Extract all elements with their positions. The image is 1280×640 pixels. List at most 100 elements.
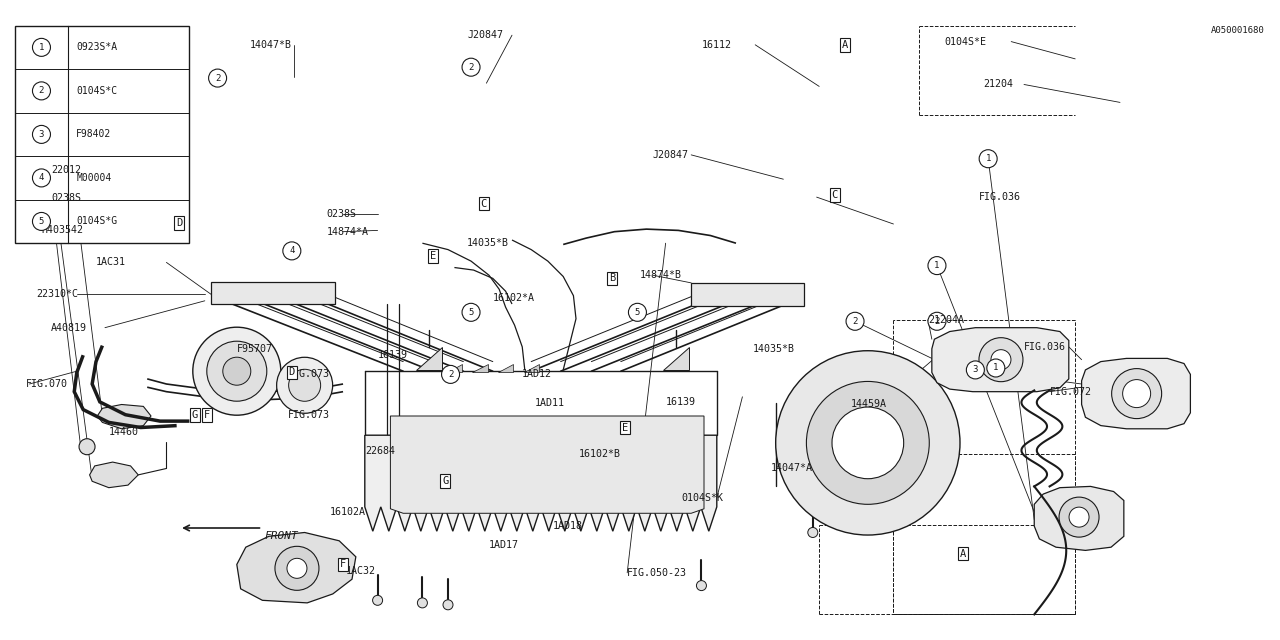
Text: G: G — [443, 476, 448, 486]
Text: 14874*A: 14874*A — [326, 227, 369, 237]
Text: 0238S: 0238S — [51, 193, 81, 204]
Text: 3: 3 — [973, 365, 978, 374]
Circle shape — [193, 327, 280, 415]
Text: 2: 2 — [934, 317, 940, 326]
Text: 1AD11: 1AD11 — [535, 398, 564, 408]
Circle shape — [1059, 497, 1100, 537]
PathPatch shape — [663, 347, 689, 370]
Text: 2: 2 — [852, 317, 858, 326]
Circle shape — [207, 341, 266, 401]
Circle shape — [283, 242, 301, 260]
Text: 1AC32: 1AC32 — [346, 566, 375, 576]
Circle shape — [276, 357, 333, 413]
Text: 0238S: 0238S — [326, 209, 356, 220]
Circle shape — [289, 369, 320, 401]
Circle shape — [628, 303, 646, 321]
Text: E: E — [430, 251, 435, 261]
Text: 5: 5 — [635, 308, 640, 317]
Text: 0104S*K: 0104S*K — [681, 493, 723, 503]
Text: 16102*B: 16102*B — [579, 449, 621, 460]
PathPatch shape — [472, 364, 488, 372]
PathPatch shape — [1034, 486, 1124, 550]
Text: FIG.070: FIG.070 — [26, 379, 68, 389]
Text: C: C — [481, 198, 486, 209]
Circle shape — [209, 69, 227, 87]
Text: 3: 3 — [38, 130, 44, 139]
Text: 0104S*E: 0104S*E — [945, 36, 987, 47]
Circle shape — [32, 212, 50, 230]
Circle shape — [32, 38, 50, 56]
Text: 16102A: 16102A — [330, 507, 366, 517]
Circle shape — [1111, 369, 1162, 419]
Bar — [15, 26, 189, 243]
Text: FRONT: FRONT — [265, 531, 298, 541]
Text: 14460: 14460 — [109, 427, 138, 437]
Text: 1: 1 — [993, 364, 998, 372]
PathPatch shape — [447, 364, 462, 372]
Circle shape — [443, 600, 453, 610]
Text: 1AD17: 1AD17 — [489, 540, 518, 550]
PathPatch shape — [97, 404, 151, 429]
Text: 22310*C: 22310*C — [36, 289, 78, 300]
Circle shape — [32, 82, 50, 100]
Text: 2: 2 — [468, 63, 474, 72]
Circle shape — [979, 150, 997, 168]
Circle shape — [32, 125, 50, 143]
Text: 1: 1 — [934, 261, 940, 270]
Text: 14459A: 14459A — [851, 399, 887, 410]
Text: A050001680: A050001680 — [1211, 26, 1265, 35]
Text: FIG.050-23: FIG.050-23 — [627, 568, 687, 578]
Text: FIG.036: FIG.036 — [1024, 342, 1066, 352]
Text: D: D — [177, 218, 182, 228]
Text: 0104S*G: 0104S*G — [77, 216, 118, 227]
PathPatch shape — [90, 462, 138, 488]
Circle shape — [846, 312, 864, 330]
Circle shape — [776, 351, 960, 535]
Circle shape — [979, 338, 1023, 381]
Text: 14047*B: 14047*B — [250, 40, 292, 50]
Circle shape — [417, 598, 428, 608]
Text: H403542: H403542 — [41, 225, 83, 236]
Circle shape — [808, 527, 818, 538]
Text: B: B — [609, 273, 614, 284]
Circle shape — [806, 381, 929, 504]
Text: A40819: A40819 — [51, 323, 87, 333]
PathPatch shape — [365, 435, 717, 531]
Text: A: A — [960, 548, 965, 559]
Circle shape — [223, 357, 251, 385]
Text: 21204A: 21204A — [928, 315, 964, 325]
Text: 16139: 16139 — [378, 350, 407, 360]
Text: 5: 5 — [38, 217, 44, 226]
Text: F: F — [205, 410, 210, 420]
Text: 1: 1 — [986, 154, 991, 163]
Text: 14874*B: 14874*B — [640, 270, 682, 280]
Circle shape — [696, 580, 707, 591]
Text: 5: 5 — [468, 308, 474, 317]
Circle shape — [442, 365, 460, 383]
Circle shape — [462, 58, 480, 76]
PathPatch shape — [498, 364, 513, 372]
Text: C: C — [832, 190, 837, 200]
Text: 22684: 22684 — [365, 446, 394, 456]
Circle shape — [1069, 507, 1089, 527]
Circle shape — [966, 361, 984, 379]
Text: F: F — [340, 559, 346, 570]
Text: 2: 2 — [215, 74, 220, 83]
PathPatch shape — [524, 364, 539, 372]
Text: G: G — [192, 410, 197, 420]
PathPatch shape — [211, 282, 335, 304]
Text: 1: 1 — [38, 43, 44, 52]
Circle shape — [987, 359, 1005, 377]
PathPatch shape — [691, 283, 804, 306]
Circle shape — [928, 312, 946, 330]
Text: 16112: 16112 — [701, 40, 731, 50]
Text: 1AD18: 1AD18 — [553, 521, 582, 531]
Circle shape — [928, 257, 946, 275]
Text: 0104S*C: 0104S*C — [77, 86, 118, 96]
Text: J20847: J20847 — [467, 30, 503, 40]
Circle shape — [275, 547, 319, 590]
PathPatch shape — [416, 347, 442, 370]
Circle shape — [79, 439, 95, 454]
Text: 21204: 21204 — [983, 79, 1012, 90]
Text: A: A — [842, 40, 847, 50]
